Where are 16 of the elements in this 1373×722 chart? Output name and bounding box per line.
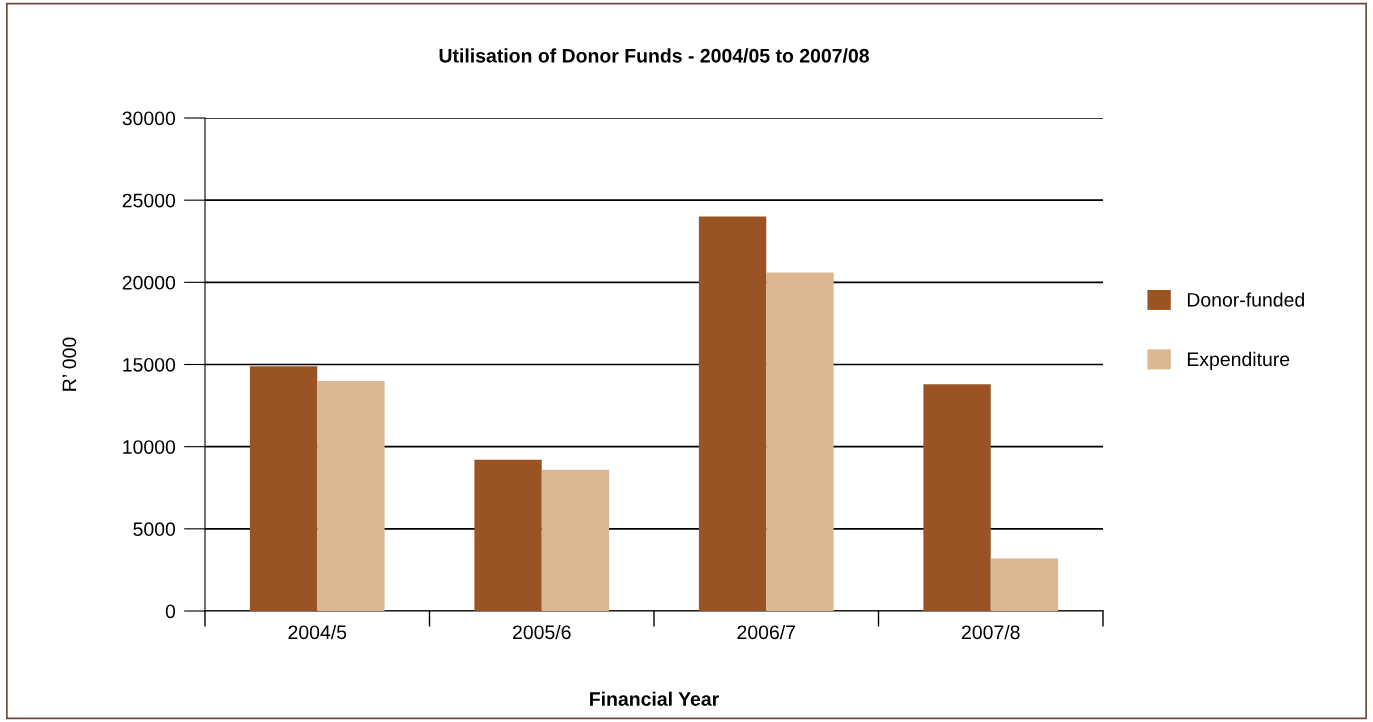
x-axis-title: Financial Year bbox=[590, 691, 719, 706]
y-tick-label: 30000 bbox=[122, 111, 176, 126]
y-tick-label: 15000 bbox=[123, 357, 176, 372]
y-tick-label: 20000 bbox=[122, 275, 176, 290]
y-tick-label: 10000 bbox=[123, 440, 176, 454]
x-tick-label: 2005/6 bbox=[513, 624, 571, 640]
x-tick-label: 2007/8 bbox=[961, 624, 1020, 640]
y-tick-label: 0 bbox=[165, 604, 176, 619]
chart-title: Utilisation of Donor Funds - 2004/05 to 2007/08 bbox=[439, 48, 869, 63]
legend-label: Expenditure bbox=[1187, 351, 1290, 370]
x-tick-label: 2006/7 bbox=[737, 624, 796, 640]
legend-label: Donor-funded bbox=[1187, 292, 1304, 307]
y-tick-label: 5000 bbox=[133, 522, 176, 537]
y-tick-label: 25000 bbox=[122, 193, 176, 208]
x-tick-label: 2004/5 bbox=[288, 624, 347, 640]
y-axis-title: R’ 000 bbox=[62, 337, 77, 391]
